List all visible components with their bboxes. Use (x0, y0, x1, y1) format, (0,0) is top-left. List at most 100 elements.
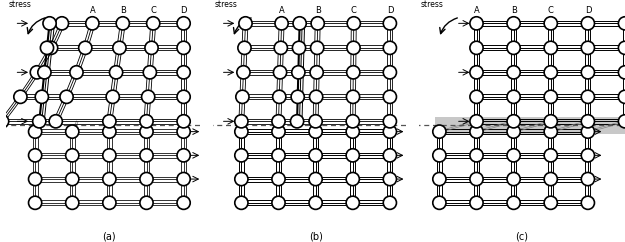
Circle shape (116, 17, 129, 30)
Circle shape (618, 66, 625, 79)
Text: C: C (548, 6, 554, 15)
Circle shape (177, 17, 190, 30)
Text: D: D (584, 6, 591, 15)
Circle shape (544, 196, 558, 209)
Circle shape (35, 90, 48, 103)
Circle shape (432, 173, 446, 186)
Text: B: B (511, 6, 516, 15)
Text: D: D (387, 6, 393, 15)
Circle shape (236, 90, 249, 103)
Circle shape (470, 196, 483, 209)
Text: Shear
stress: Shear stress (8, 0, 31, 9)
Circle shape (383, 196, 396, 209)
Circle shape (432, 196, 446, 209)
Circle shape (507, 90, 520, 103)
Circle shape (293, 17, 306, 30)
Circle shape (346, 196, 359, 209)
Circle shape (274, 66, 287, 79)
Bar (435, 117, 625, 134)
Circle shape (291, 90, 304, 103)
Circle shape (177, 90, 190, 103)
Circle shape (507, 17, 520, 30)
Text: C: C (150, 6, 156, 15)
Circle shape (102, 149, 116, 162)
Circle shape (235, 149, 248, 162)
Circle shape (383, 17, 396, 30)
Circle shape (309, 125, 322, 138)
Circle shape (309, 90, 322, 103)
Circle shape (544, 17, 558, 30)
Circle shape (79, 41, 92, 54)
Circle shape (235, 125, 248, 138)
Circle shape (581, 149, 594, 162)
Circle shape (544, 115, 558, 128)
Circle shape (86, 17, 99, 30)
Text: B: B (120, 6, 126, 15)
Circle shape (56, 17, 69, 30)
Circle shape (618, 17, 625, 30)
Text: A: A (474, 6, 479, 15)
Circle shape (140, 196, 153, 209)
Circle shape (43, 17, 56, 30)
Text: A: A (89, 6, 95, 15)
Circle shape (432, 149, 446, 162)
Circle shape (272, 196, 285, 209)
Circle shape (581, 125, 594, 138)
Circle shape (272, 173, 285, 186)
Circle shape (507, 149, 520, 162)
Circle shape (177, 149, 190, 162)
Circle shape (581, 115, 594, 128)
Circle shape (49, 115, 62, 128)
Circle shape (66, 125, 79, 138)
Circle shape (309, 196, 322, 209)
Circle shape (292, 66, 305, 79)
Circle shape (272, 90, 286, 103)
Circle shape (383, 41, 396, 54)
Circle shape (507, 66, 520, 79)
Circle shape (347, 41, 360, 54)
Circle shape (29, 196, 42, 209)
Circle shape (235, 196, 248, 209)
Circle shape (102, 125, 116, 138)
Circle shape (291, 115, 304, 128)
Circle shape (470, 149, 483, 162)
Circle shape (432, 125, 446, 138)
Circle shape (581, 66, 594, 79)
Circle shape (140, 173, 153, 186)
Circle shape (346, 173, 359, 186)
Circle shape (470, 90, 483, 103)
Circle shape (177, 173, 190, 186)
Circle shape (470, 125, 483, 138)
Circle shape (60, 90, 73, 103)
Circle shape (310, 66, 323, 79)
Circle shape (41, 41, 54, 54)
Circle shape (235, 173, 248, 186)
Text: B: B (315, 6, 321, 15)
Circle shape (347, 17, 361, 30)
Text: Shear
stress: Shear stress (214, 0, 238, 9)
Circle shape (140, 115, 153, 128)
Circle shape (238, 41, 251, 54)
Circle shape (272, 125, 285, 138)
Circle shape (113, 41, 126, 54)
Circle shape (544, 173, 558, 186)
Circle shape (102, 173, 116, 186)
Circle shape (581, 173, 594, 186)
Circle shape (309, 173, 322, 186)
Circle shape (507, 41, 520, 54)
Circle shape (38, 66, 51, 79)
Circle shape (235, 115, 248, 128)
Circle shape (274, 41, 288, 54)
Text: (b): (b) (309, 232, 322, 242)
Circle shape (143, 66, 156, 79)
Circle shape (507, 196, 520, 209)
Circle shape (618, 90, 625, 103)
Circle shape (237, 66, 250, 79)
Circle shape (102, 115, 116, 128)
Text: (c): (c) (516, 232, 528, 242)
Circle shape (346, 125, 359, 138)
Circle shape (309, 149, 322, 162)
Circle shape (470, 17, 483, 30)
Circle shape (347, 66, 360, 79)
Circle shape (309, 115, 322, 128)
